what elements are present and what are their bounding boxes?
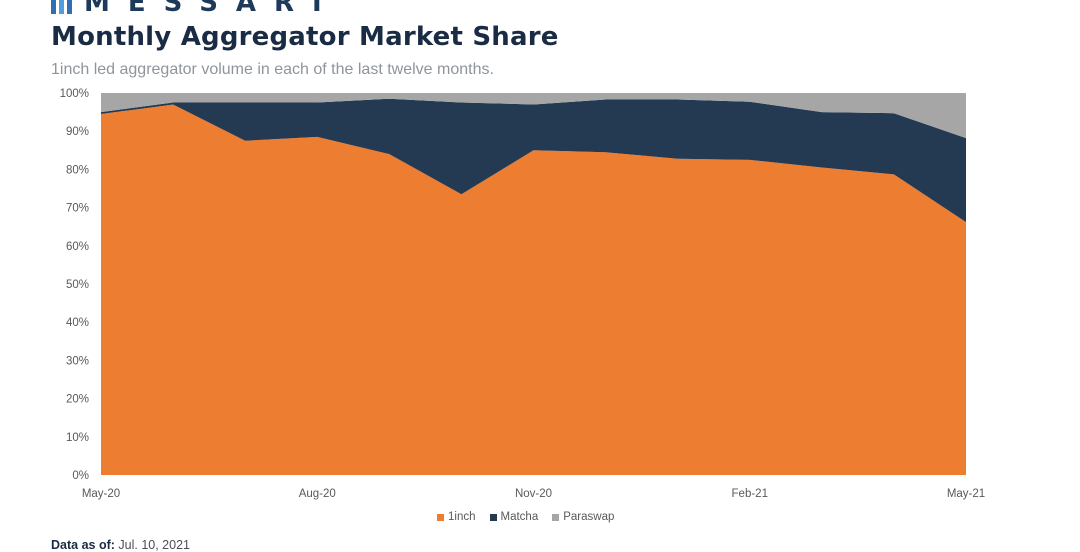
y-tick-label: 80% — [66, 164, 89, 176]
legend-item-1inch: 1inch — [437, 511, 476, 523]
footnote-value: Jul. 10, 2021 — [118, 538, 190, 552]
series-area-matcha — [101, 98, 966, 223]
chart-title: Monthly Aggregator Market Share — [51, 22, 559, 52]
legend-label: Paraswap — [563, 511, 615, 523]
x-tick-label: Feb-21 — [732, 488, 768, 500]
y-tick-label: 30% — [66, 355, 89, 367]
x-tick-label: Nov-20 — [515, 488, 552, 500]
legend-swatch — [489, 513, 497, 521]
legend-item-paraswap: Paraswap — [552, 511, 614, 523]
legend-swatch — [552, 513, 560, 521]
footnote: Data as of: Jul. 10, 2021 — [51, 538, 190, 552]
chart-subtitle: 1inch led aggregator volume in each of t… — [51, 61, 494, 78]
legend-swatch — [437, 513, 444, 521]
y-tick-label: 10% — [66, 432, 89, 444]
x-tick-label: May-21 — [947, 488, 985, 500]
y-tick-label: 40% — [66, 317, 89, 329]
legend-label: 1inch — [448, 511, 476, 523]
x-tick-label: Aug-20 — [299, 488, 336, 500]
footnote-label: Data as of: — [51, 538, 115, 552]
chart-legend: 1inch Matcha Paraswap — [437, 511, 614, 523]
series-area-paraswap — [101, 93, 966, 139]
y-tick-label: 50% — [66, 279, 89, 291]
legend-label: Matcha — [500, 511, 539, 523]
y-tick-label: 100% — [60, 88, 89, 100]
y-tick-label: 20% — [66, 394, 89, 406]
messari-logo-icon — [51, 0, 72, 14]
y-tick-label: 70% — [66, 203, 89, 215]
series-area-1inch — [101, 104, 966, 476]
y-axis: 0% 10% 20% 30% 40% 50% 60% 70% 80% 90% 100% — [60, 88, 89, 482]
y-tick-label: 60% — [66, 241, 89, 253]
area-series-group — [101, 93, 966, 476]
brand-name: MESSARI — [84, 0, 340, 18]
y-tick-label: 90% — [66, 126, 89, 138]
y-tick-label: 0% — [72, 470, 89, 482]
x-tick-label: May-20 — [82, 488, 120, 500]
x-axis: May-20 Aug-20 Nov-20 Feb-21 May-21 — [82, 488, 985, 500]
brand: MESSARI — [50, 0, 340, 18]
market-share-chart: 0% 10% 20% 30% 40% 50% 60% 70% 80% 90% 100% May-20… — [60, 88, 986, 500]
legend-item-matcha: Matcha — [489, 511, 539, 523]
